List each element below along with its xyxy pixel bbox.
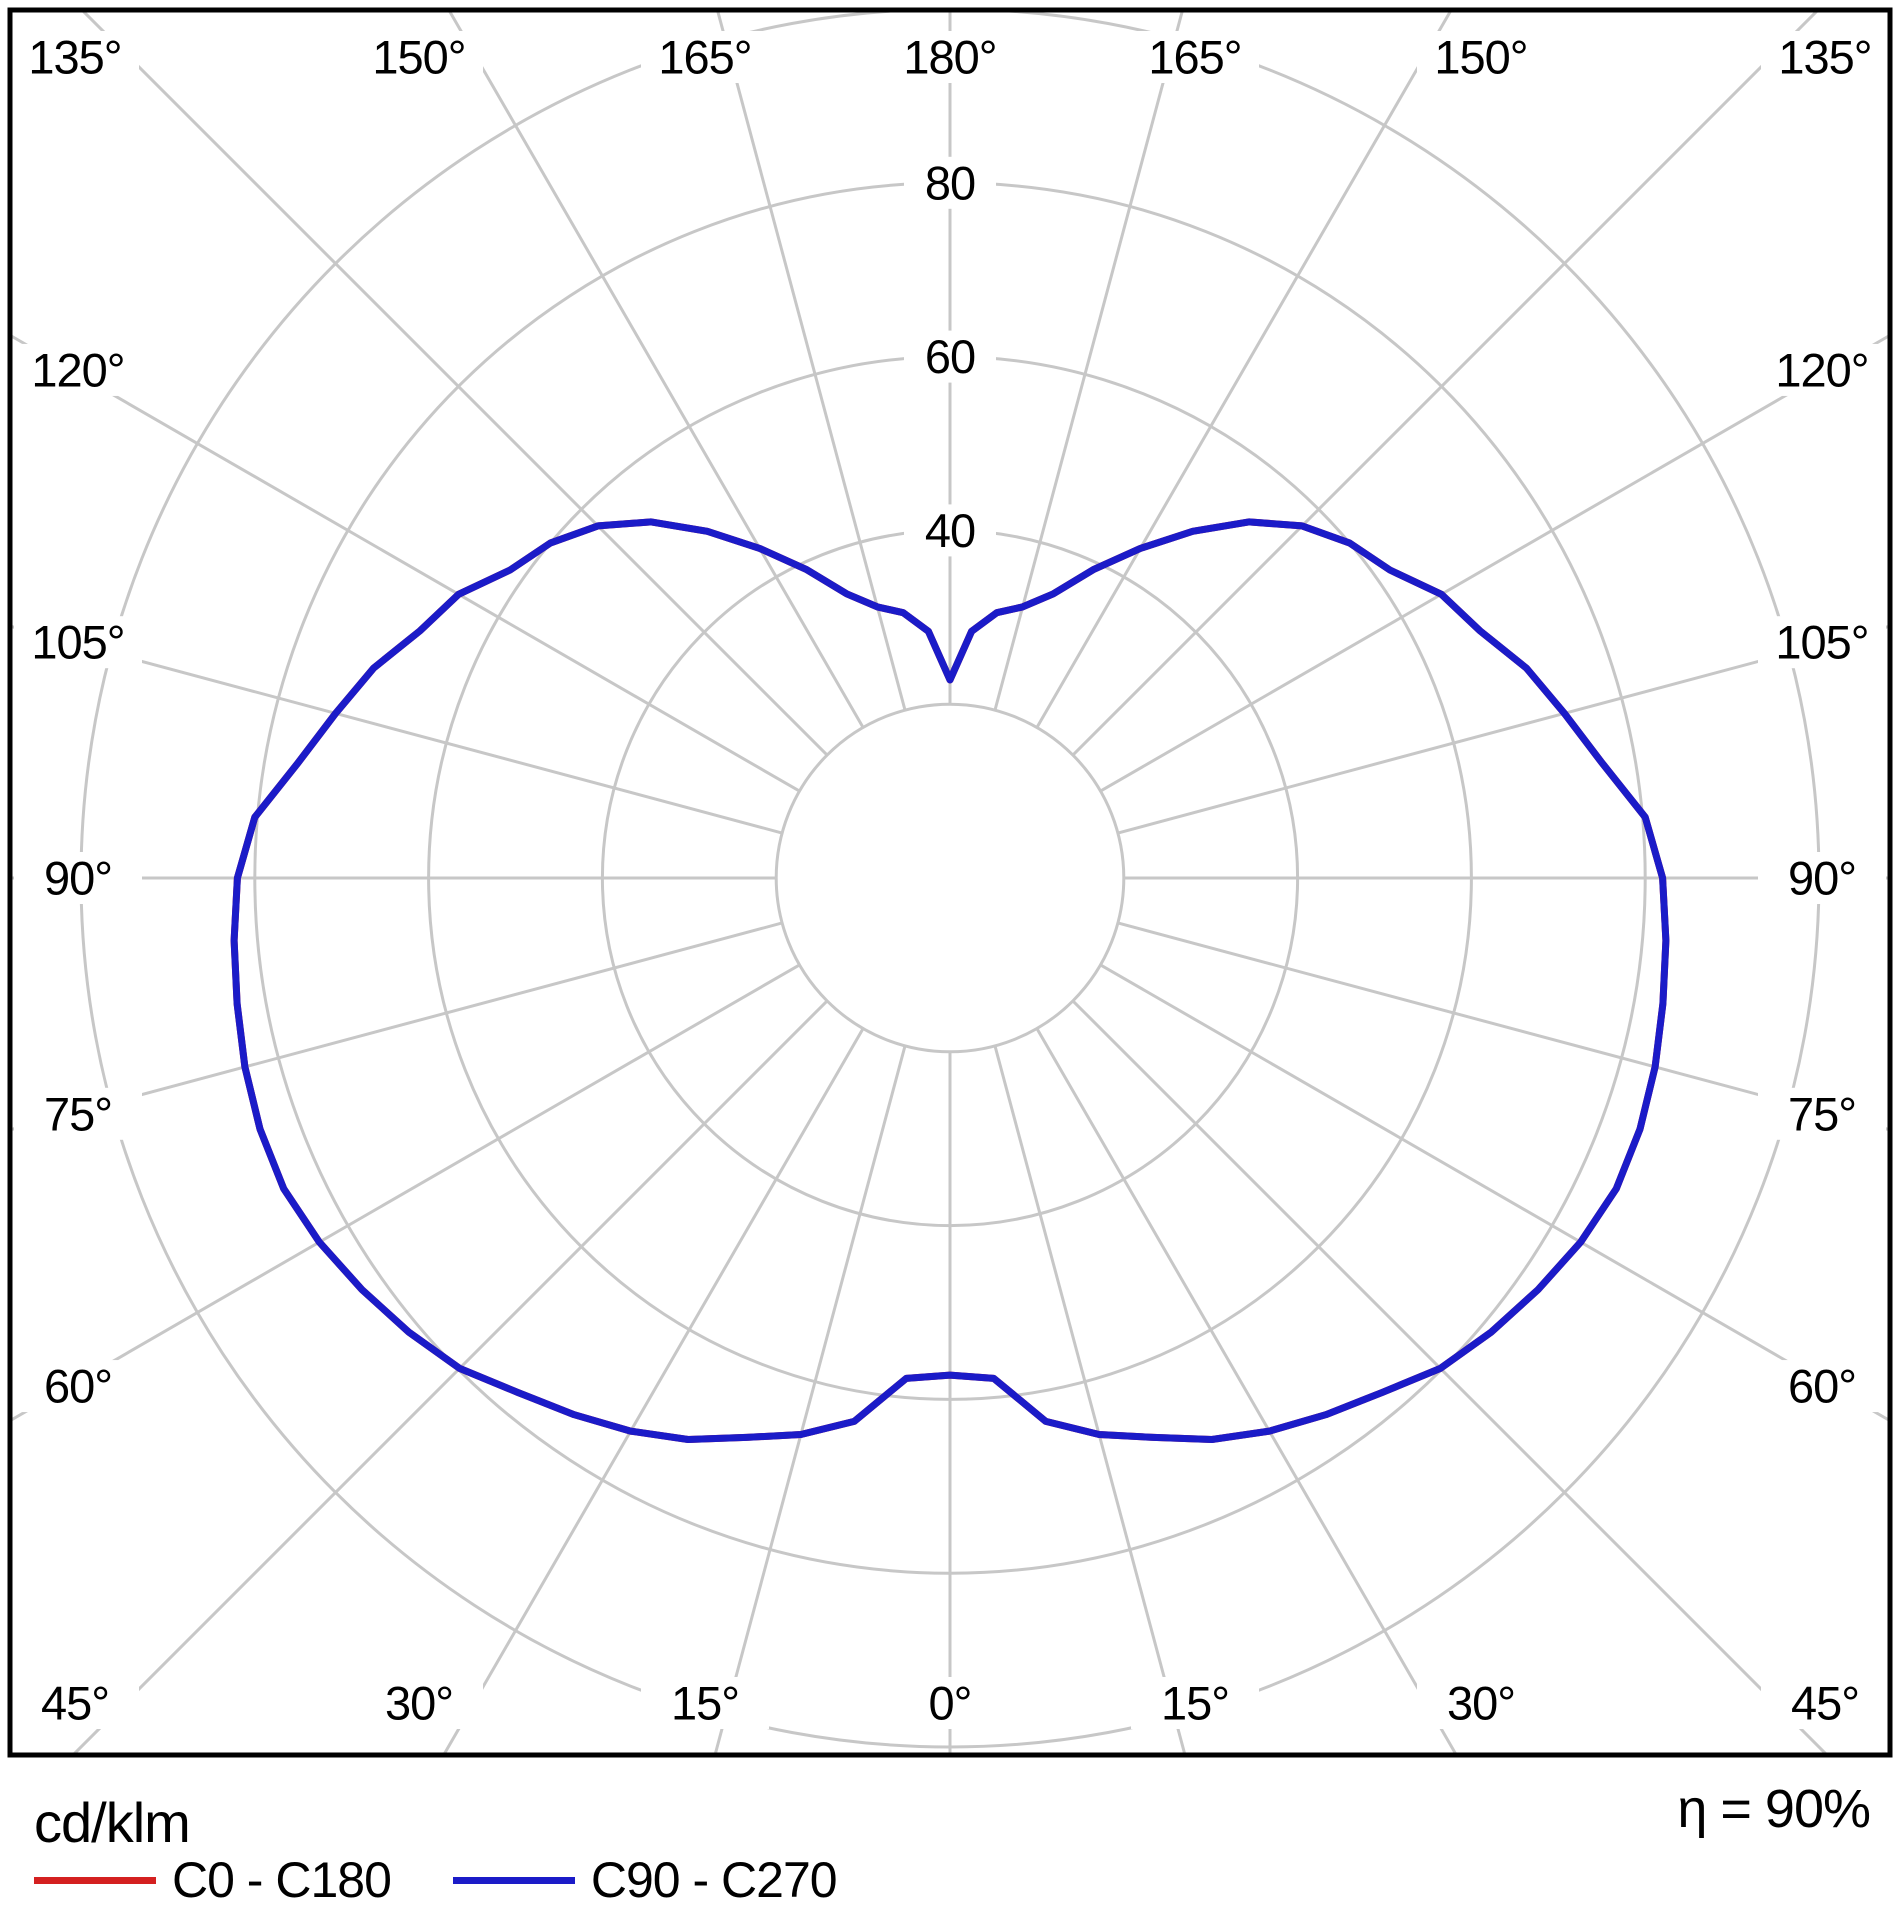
angle-label-30-left: 30° xyxy=(385,1677,453,1730)
angle-label-60-left-bg xyxy=(14,1360,142,1413)
angle-label-105-right-bg xyxy=(1758,616,1886,669)
angle-spoke-105-right xyxy=(1117,625,1888,835)
angle-label-120-right-bg xyxy=(1758,343,1886,396)
angle-label-135-left-bg xyxy=(11,31,139,83)
angle-label-150-right-bg xyxy=(1417,31,1545,83)
angle-label-45-left: 45° xyxy=(41,1677,109,1730)
angle-spoke-105-left xyxy=(12,625,783,835)
angle-spoke-165-left xyxy=(716,12,907,711)
angle-label-150-right: 150° xyxy=(1434,31,1527,84)
angle-label-0-bg xyxy=(892,1677,1008,1729)
angle-label-60-left: 60° xyxy=(44,1360,112,1413)
angle-label-150-left-bg xyxy=(355,31,483,83)
angle-spoke-135-right xyxy=(1071,12,1819,757)
angle-label-30-right-bg xyxy=(1417,1677,1545,1729)
angle-label-135-right: 135° xyxy=(1778,31,1871,84)
angle-spoke-120-right xyxy=(1099,334,1888,793)
angle-spoke-15-left xyxy=(713,1045,907,1753)
angle-spoke-60-right xyxy=(1099,963,1888,1422)
angle-label-165-right: 165° xyxy=(1148,31,1241,84)
radial-tick-label-60: 60 xyxy=(925,330,975,383)
angle-label-135-left: 135° xyxy=(28,31,121,84)
angle-spoke-120-left xyxy=(12,334,801,793)
angle-label-45-right: 45° xyxy=(1791,1677,1859,1730)
legend-label: C0 - C180 xyxy=(172,1852,392,1908)
angle-label-180-bg xyxy=(885,31,1015,83)
angle-label-30-right: 30° xyxy=(1447,1677,1515,1730)
angle-label-120-left: 120° xyxy=(31,343,124,396)
angle-label-135-right-bg xyxy=(1761,31,1889,83)
curve-C90-C270 xyxy=(230,518,1670,1443)
angle-label-165-right-bg xyxy=(1131,31,1259,83)
angle-label-15-left-bg xyxy=(641,1677,769,1729)
angle-label-75-left: 75° xyxy=(44,1087,112,1140)
angle-spoke-45-right xyxy=(1071,999,1828,1753)
legend-item-c90-c270: C90 - C270 xyxy=(452,1851,838,1909)
radial-tick-label-60-bg xyxy=(904,330,996,383)
angle-spoke-135-left xyxy=(81,12,829,757)
angle-spoke-60-left xyxy=(12,963,801,1422)
legend: C0 - C180 C90 - C270 xyxy=(34,1851,838,1909)
angle-label-90-right-bg xyxy=(1758,852,1886,904)
angle-label-120-right: 120° xyxy=(1775,343,1868,396)
angle-spoke-150-left xyxy=(448,12,865,729)
angle-label-105-left: 105° xyxy=(31,616,124,669)
angle-label-15-left: 15° xyxy=(671,1677,739,1730)
angle-label-120-left-bg xyxy=(14,343,142,396)
angle-label-0: 0° xyxy=(929,1677,972,1730)
angle-label-75-left-bg xyxy=(14,1087,142,1140)
radial-tick-label-40-bg xyxy=(904,504,996,557)
angle-spoke-150-right xyxy=(1035,12,1452,729)
angle-label-45-left-bg xyxy=(11,1677,139,1729)
angle-label-165-left-bg xyxy=(641,31,769,83)
angle-label-75-right: 75° xyxy=(1788,1087,1856,1140)
angle-label-60-right: 60° xyxy=(1788,1360,1856,1413)
angle-spoke-75-right xyxy=(1117,921,1888,1131)
angle-label-75-right-bg xyxy=(1758,1087,1886,1140)
plot-frame xyxy=(7,7,1893,1758)
angle-spoke-30-left xyxy=(443,1027,865,1753)
legend-swatch-blue xyxy=(452,1876,575,1884)
legend-item-c0-c180: C0 - C180 xyxy=(34,1851,392,1909)
angle-label-90-left: 90° xyxy=(44,852,112,905)
angle-label-165-left: 165° xyxy=(658,31,751,84)
angle-spoke-15-right xyxy=(993,1045,1187,1753)
angle-spoke-165-right xyxy=(993,12,1184,711)
angle-label-90-left-bg xyxy=(14,852,142,904)
radial-tick-label-80-bg xyxy=(904,156,996,209)
angle-spoke-75-left xyxy=(12,921,783,1131)
efficiency-label: η = 90% xyxy=(1677,1779,1871,1839)
angle-spoke-45-left xyxy=(72,999,829,1753)
radial-tick-label-80: 80 xyxy=(925,156,975,209)
angle-label-30-left-bg xyxy=(355,1677,483,1729)
radial-tick-label-40: 40 xyxy=(925,504,975,557)
angle-label-105-right: 105° xyxy=(1775,616,1868,669)
angle-label-90-right: 90° xyxy=(1788,852,1856,905)
angle-spoke-30-right xyxy=(1035,1027,1457,1753)
angle-label-45-right-bg xyxy=(1761,1677,1889,1729)
legend-swatch-red xyxy=(34,1876,156,1884)
angle-label-60-right-bg xyxy=(1758,1360,1886,1413)
legend-label: C90 - C270 xyxy=(590,1852,838,1908)
unit-label: cd/klm xyxy=(34,1791,191,1854)
angle-label-15-right-bg xyxy=(1131,1677,1259,1729)
angle-label-15-right: 15° xyxy=(1161,1677,1229,1730)
angle-label-150-left: 150° xyxy=(372,31,465,84)
angle-label-180: 180° xyxy=(903,31,996,84)
angle-label-105-left-bg xyxy=(14,616,142,669)
